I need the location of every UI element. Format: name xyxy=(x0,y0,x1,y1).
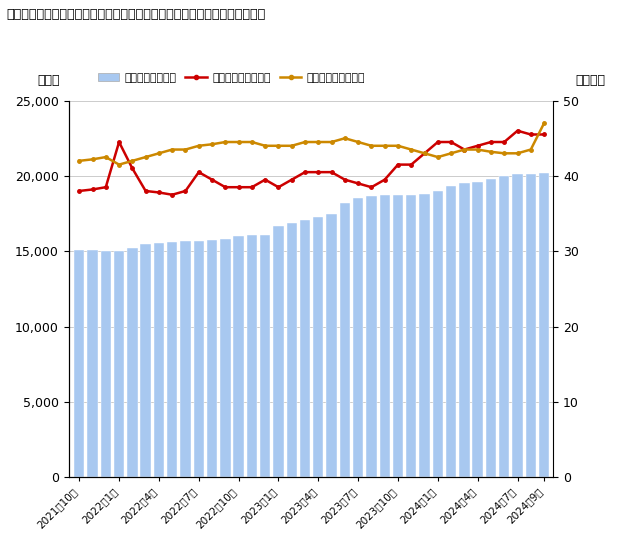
Bar xyxy=(100,251,111,477)
Bar xyxy=(74,250,84,477)
Bar xyxy=(141,244,151,477)
Bar xyxy=(406,195,417,477)
Bar xyxy=(499,176,510,477)
Bar xyxy=(459,184,469,477)
Text: 近畿圏（関西）の中古マンション在庫件数、成約㎡単価、在庫㎡単価の推移: 近畿圏（関西）の中古マンション在庫件数、成約㎡単価、在庫㎡単価の推移 xyxy=(6,8,265,21)
Bar xyxy=(446,186,456,477)
Bar xyxy=(539,173,549,477)
Bar xyxy=(273,226,283,477)
Bar xyxy=(366,196,376,477)
Bar xyxy=(154,243,164,477)
Bar xyxy=(300,220,310,477)
Bar xyxy=(180,241,191,477)
Bar xyxy=(393,196,403,477)
Bar xyxy=(220,239,231,477)
Bar xyxy=(313,216,324,477)
Bar xyxy=(379,196,390,477)
Bar xyxy=(233,236,244,477)
Bar xyxy=(167,242,177,477)
Bar xyxy=(87,251,98,477)
Bar xyxy=(193,241,204,477)
Bar xyxy=(472,182,483,477)
Bar xyxy=(260,235,270,477)
Bar xyxy=(127,248,138,477)
Bar xyxy=(286,222,297,477)
Bar xyxy=(353,198,363,477)
Text: （件）: （件） xyxy=(37,75,60,87)
Bar xyxy=(419,194,430,477)
Text: （万円）: （万円） xyxy=(575,75,605,87)
Bar xyxy=(340,203,350,477)
Legend: 在庫件数（左軸）, 成約㎡単価（右軸）, 在庫㎡単価（右軸）: 在庫件数（左軸）, 成約㎡単価（右軸）, 在庫㎡単価（右軸） xyxy=(94,68,370,87)
Bar xyxy=(486,179,496,477)
Bar xyxy=(512,174,523,477)
Bar xyxy=(207,240,217,477)
Bar xyxy=(433,191,443,477)
Bar xyxy=(326,214,337,477)
Bar xyxy=(247,235,257,477)
Bar xyxy=(526,174,536,477)
Bar xyxy=(114,251,124,477)
